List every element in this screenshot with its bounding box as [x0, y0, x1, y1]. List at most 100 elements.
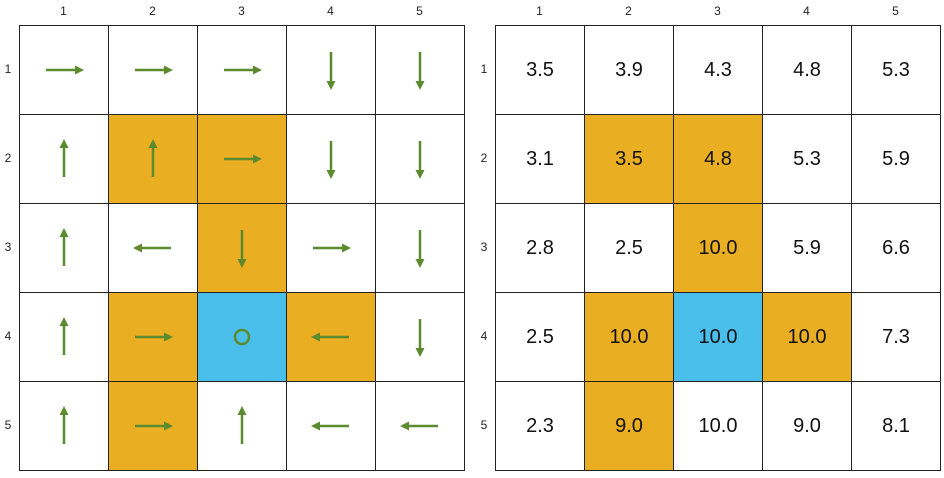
arrow-up-icon: [59, 228, 69, 266]
state-value: 10.0: [698, 236, 738, 259]
policy-cell-empty: [20, 26, 109, 115]
arrow-down-icon: [415, 230, 425, 268]
arrow-left-icon: [311, 421, 349, 431]
arrow-right-icon: [135, 65, 173, 75]
value-cell-empty: 6.6: [852, 204, 941, 293]
row-label: 1: [4, 62, 12, 76]
column-label: 3: [714, 4, 721, 18]
policy-cell-empty: [20, 293, 109, 382]
state-value: 10.0: [698, 325, 738, 348]
arrow-right-icon: [135, 421, 173, 431]
arrow-up-icon: [59, 139, 69, 177]
state-value: 3.5: [526, 58, 554, 81]
arrow-left-icon: [400, 421, 438, 431]
state-value: 5.9: [793, 236, 821, 259]
policy-cell-empty: [20, 115, 109, 204]
policy-cell-wall: [198, 115, 287, 204]
column-label: 1: [60, 4, 67, 18]
row-label: 3: [4, 240, 12, 254]
policy-cell-empty: [109, 26, 198, 115]
policy-cell-wall: [287, 293, 376, 382]
column-label: 5: [416, 4, 423, 18]
value-cell-empty: 3.1: [496, 115, 585, 204]
value-cell-wall: 3.5: [585, 115, 674, 204]
state-value: 3.5: [615, 147, 643, 170]
value-cell-empty: 5.3: [852, 26, 941, 115]
value-cell-empty: 9.0: [763, 382, 852, 471]
arrow-up-icon: [237, 406, 247, 444]
state-value: 10.0: [698, 414, 738, 437]
state-value: 8.1: [882, 414, 910, 437]
value-cell-empty: 5.9: [763, 204, 852, 293]
policy-cell-goal: [198, 293, 287, 382]
value-cell-wall: 10.0: [674, 204, 763, 293]
value-grid: 3.5 3.9 4.3 4.8 5.3 3.1 3.5 4.8 5.3 5.9 2.8 2.5 10.0…: [495, 25, 941, 471]
policy-cell-empty: [287, 382, 376, 471]
state-value: 7.3: [882, 325, 910, 348]
arrow-left-icon: [311, 332, 349, 342]
state-value: 4.8: [793, 58, 821, 81]
arrow-down-icon: [415, 52, 425, 90]
arrow-down-icon: [237, 230, 247, 268]
value-cell-empty: 3.5: [496, 26, 585, 115]
policy-cell-empty: [287, 26, 376, 115]
policy-cell-wall: [109, 115, 198, 204]
value-cell-wall: 10.0: [763, 293, 852, 382]
state-value: 9.0: [793, 414, 821, 437]
state-value: 2.3: [526, 414, 554, 437]
state-value: 2.5: [615, 236, 643, 259]
state-value: 5.3: [793, 147, 821, 170]
policy-cell-empty: [376, 26, 465, 115]
row-label: 5: [480, 418, 488, 432]
state-value: 10.0: [787, 325, 827, 348]
row-label: 2: [4, 151, 12, 165]
policy-cell-empty: [376, 115, 465, 204]
column-label: 2: [625, 4, 632, 18]
state-value: 10.0: [609, 325, 649, 348]
column-label: 2: [149, 4, 156, 18]
goal-circle-icon: [233, 328, 251, 346]
state-value: 3.9: [615, 58, 643, 81]
policy-cell-empty: [376, 293, 465, 382]
state-value: 9.0: [615, 414, 643, 437]
state-value: 5.3: [882, 58, 910, 81]
arrow-down-icon: [415, 319, 425, 357]
policy-grid: [19, 25, 465, 471]
arrow-right-icon: [135, 332, 173, 342]
policy-cell-empty: [287, 204, 376, 293]
value-cell-empty: 7.3: [852, 293, 941, 382]
state-value: 2.5: [526, 325, 554, 348]
value-cell-empty: 8.1: [852, 382, 941, 471]
row-label: 5: [4, 418, 12, 432]
state-value: 5.9: [882, 147, 910, 170]
value-cell-goal: 10.0: [674, 293, 763, 382]
policy-cell-wall: [109, 382, 198, 471]
column-label: 3: [238, 4, 245, 18]
row-label: 3: [480, 240, 488, 254]
value-cell-wall: 10.0: [585, 293, 674, 382]
state-value: 3.1: [526, 147, 554, 170]
state-value: 6.6: [882, 236, 910, 259]
row-label: 1: [480, 62, 488, 76]
value-cell-empty: 4.8: [763, 26, 852, 115]
value-cell-empty: 5.3: [763, 115, 852, 204]
value-cell-wall: 9.0: [585, 382, 674, 471]
column-label: 1: [536, 4, 543, 18]
policy-cell-wall: [109, 293, 198, 382]
arrow-down-icon: [326, 52, 336, 90]
arrow-up-icon: [148, 139, 158, 177]
arrow-down-icon: [326, 141, 336, 179]
value-cell-empty: 2.5: [496, 293, 585, 382]
policy-cell-empty: [376, 382, 465, 471]
value-cell-empty: 4.3: [674, 26, 763, 115]
column-label: 4: [803, 4, 810, 18]
policy-cell-empty: [20, 204, 109, 293]
policy-cell-empty: [20, 382, 109, 471]
policy-cell-empty: [198, 26, 287, 115]
arrow-right-icon: [224, 65, 262, 75]
value-cell-wall: 4.8: [674, 115, 763, 204]
policy-cell-wall: [198, 204, 287, 293]
arrow-left-icon: [133, 243, 171, 253]
state-value: 4.8: [704, 147, 732, 170]
value-cell-empty: 2.3: [496, 382, 585, 471]
